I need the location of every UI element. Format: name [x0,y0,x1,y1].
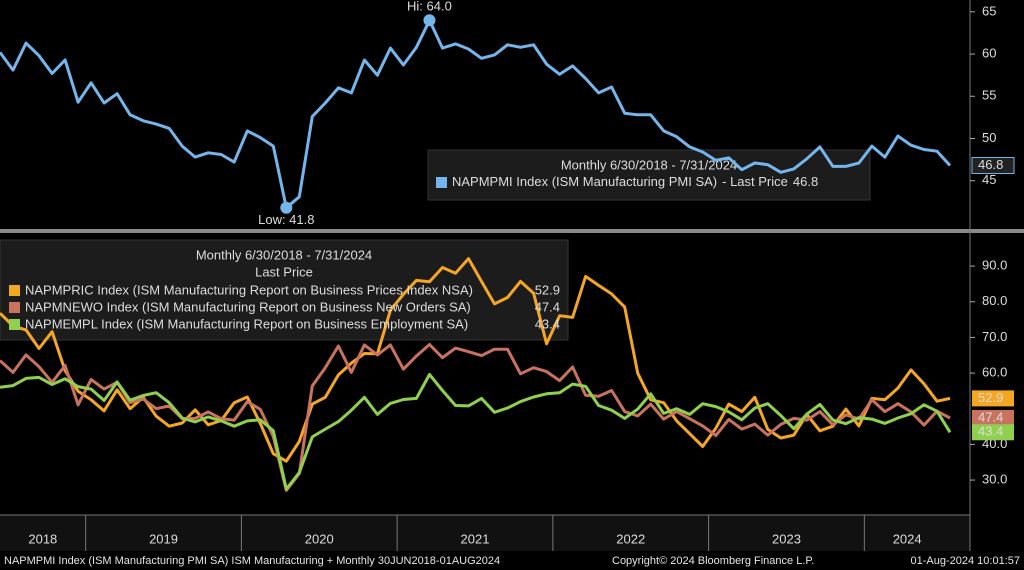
series-line [0,257,951,463]
y-tick-label: 65 [982,3,996,18]
legend-label: NAPMEMPL Index (ISM Manufacturing Report… [25,316,468,331]
extreme-annotation: Hi: 64.0 [407,0,452,14]
y-tick-label: 30.0 [982,471,1007,486]
extreme-marker [423,14,436,27]
legend-label: NAPMPRIC Index (ISM Manufacturing Report… [25,282,473,297]
legend-last-value: 52.9 [535,282,560,297]
y-tick-label: 90.0 [982,258,1007,273]
x-tick-label: 2021 [461,531,490,546]
x-tick-label: 2020 [305,531,334,546]
y-tick-label: 55 [982,88,996,103]
legend-box [427,149,871,201]
x-tick-label: 2019 [149,531,178,546]
x-tick-label: 2023 [772,531,801,546]
legend-last-value: 43.4 [535,316,560,331]
panel-separator [0,229,1024,233]
last-value-tag [972,424,1014,441]
last-value-label: 46.8 [978,157,1003,172]
legend-box [0,239,569,341]
legend-label: NAPMPMI Index (ISM Manufacturing PMI SA)… [452,174,818,189]
legend-title: Monthly 6/30/2018 - 7/31/2024 [561,157,737,172]
y-tick-label: 70.0 [982,329,1007,344]
legend-series-name: NAPMPMI Index (ISM Manufacturing PMI SA) [452,174,717,189]
legend-subtitle: Last Price [255,264,313,279]
legend-swatch [436,177,447,188]
x-axis-band [0,515,970,551]
footer-right: 01-Aug-2024 10:01:57 [911,555,1020,567]
footer-center: Copyright© 2024 Bloomberg Finance L.P. [612,555,814,567]
x-tick-label: 2018 [28,531,57,546]
last-value-tag [971,157,1015,175]
x-tick-label: 2024 [893,531,922,546]
plot-layer: 45 50 55 60 65 Monthly 6/30/2018 - 7/31/2024 N… [0,0,1015,551]
legend-last-value: 46.8 [793,174,818,189]
y-tick-label: 50 [982,130,996,145]
legend-swatch [9,319,20,330]
series-line [0,18,952,210]
footer-band [0,551,1024,570]
y-tick-label: 60 [982,45,996,60]
y-tick-label: 80.0 [982,293,1007,308]
x-tick-label: 2022 [616,531,645,546]
series-line [0,373,952,491]
extreme-marker [280,201,293,214]
legend-swatch [9,302,20,313]
last-value-tag [972,410,1014,427]
legend-last-value: 47.4 [535,299,560,314]
y-tick-label: 45 [982,172,996,187]
legend-swatch [9,285,20,296]
legend-title: Monthly 6/30/2018 - 7/31/2024 [196,247,372,262]
y-tick-label: 60.0 [982,365,1007,380]
last-value-label: 52.9 [978,390,1003,405]
extreme-annotation: Low: 41.8 [258,212,314,227]
last-value-tag [972,390,1014,407]
series-line [0,343,951,492]
last-value-label: 47.4 [978,409,1003,424]
legend-label: NAPMNEWO Index (ISM Manufacturing Report… [25,299,471,314]
legend-suffix: - Last Price [722,174,788,189]
footer-left: NAPMPMI Index (ISM Manufacturing PMI SA)… [4,555,500,567]
last-value-label: 43.4 [978,424,1003,439]
